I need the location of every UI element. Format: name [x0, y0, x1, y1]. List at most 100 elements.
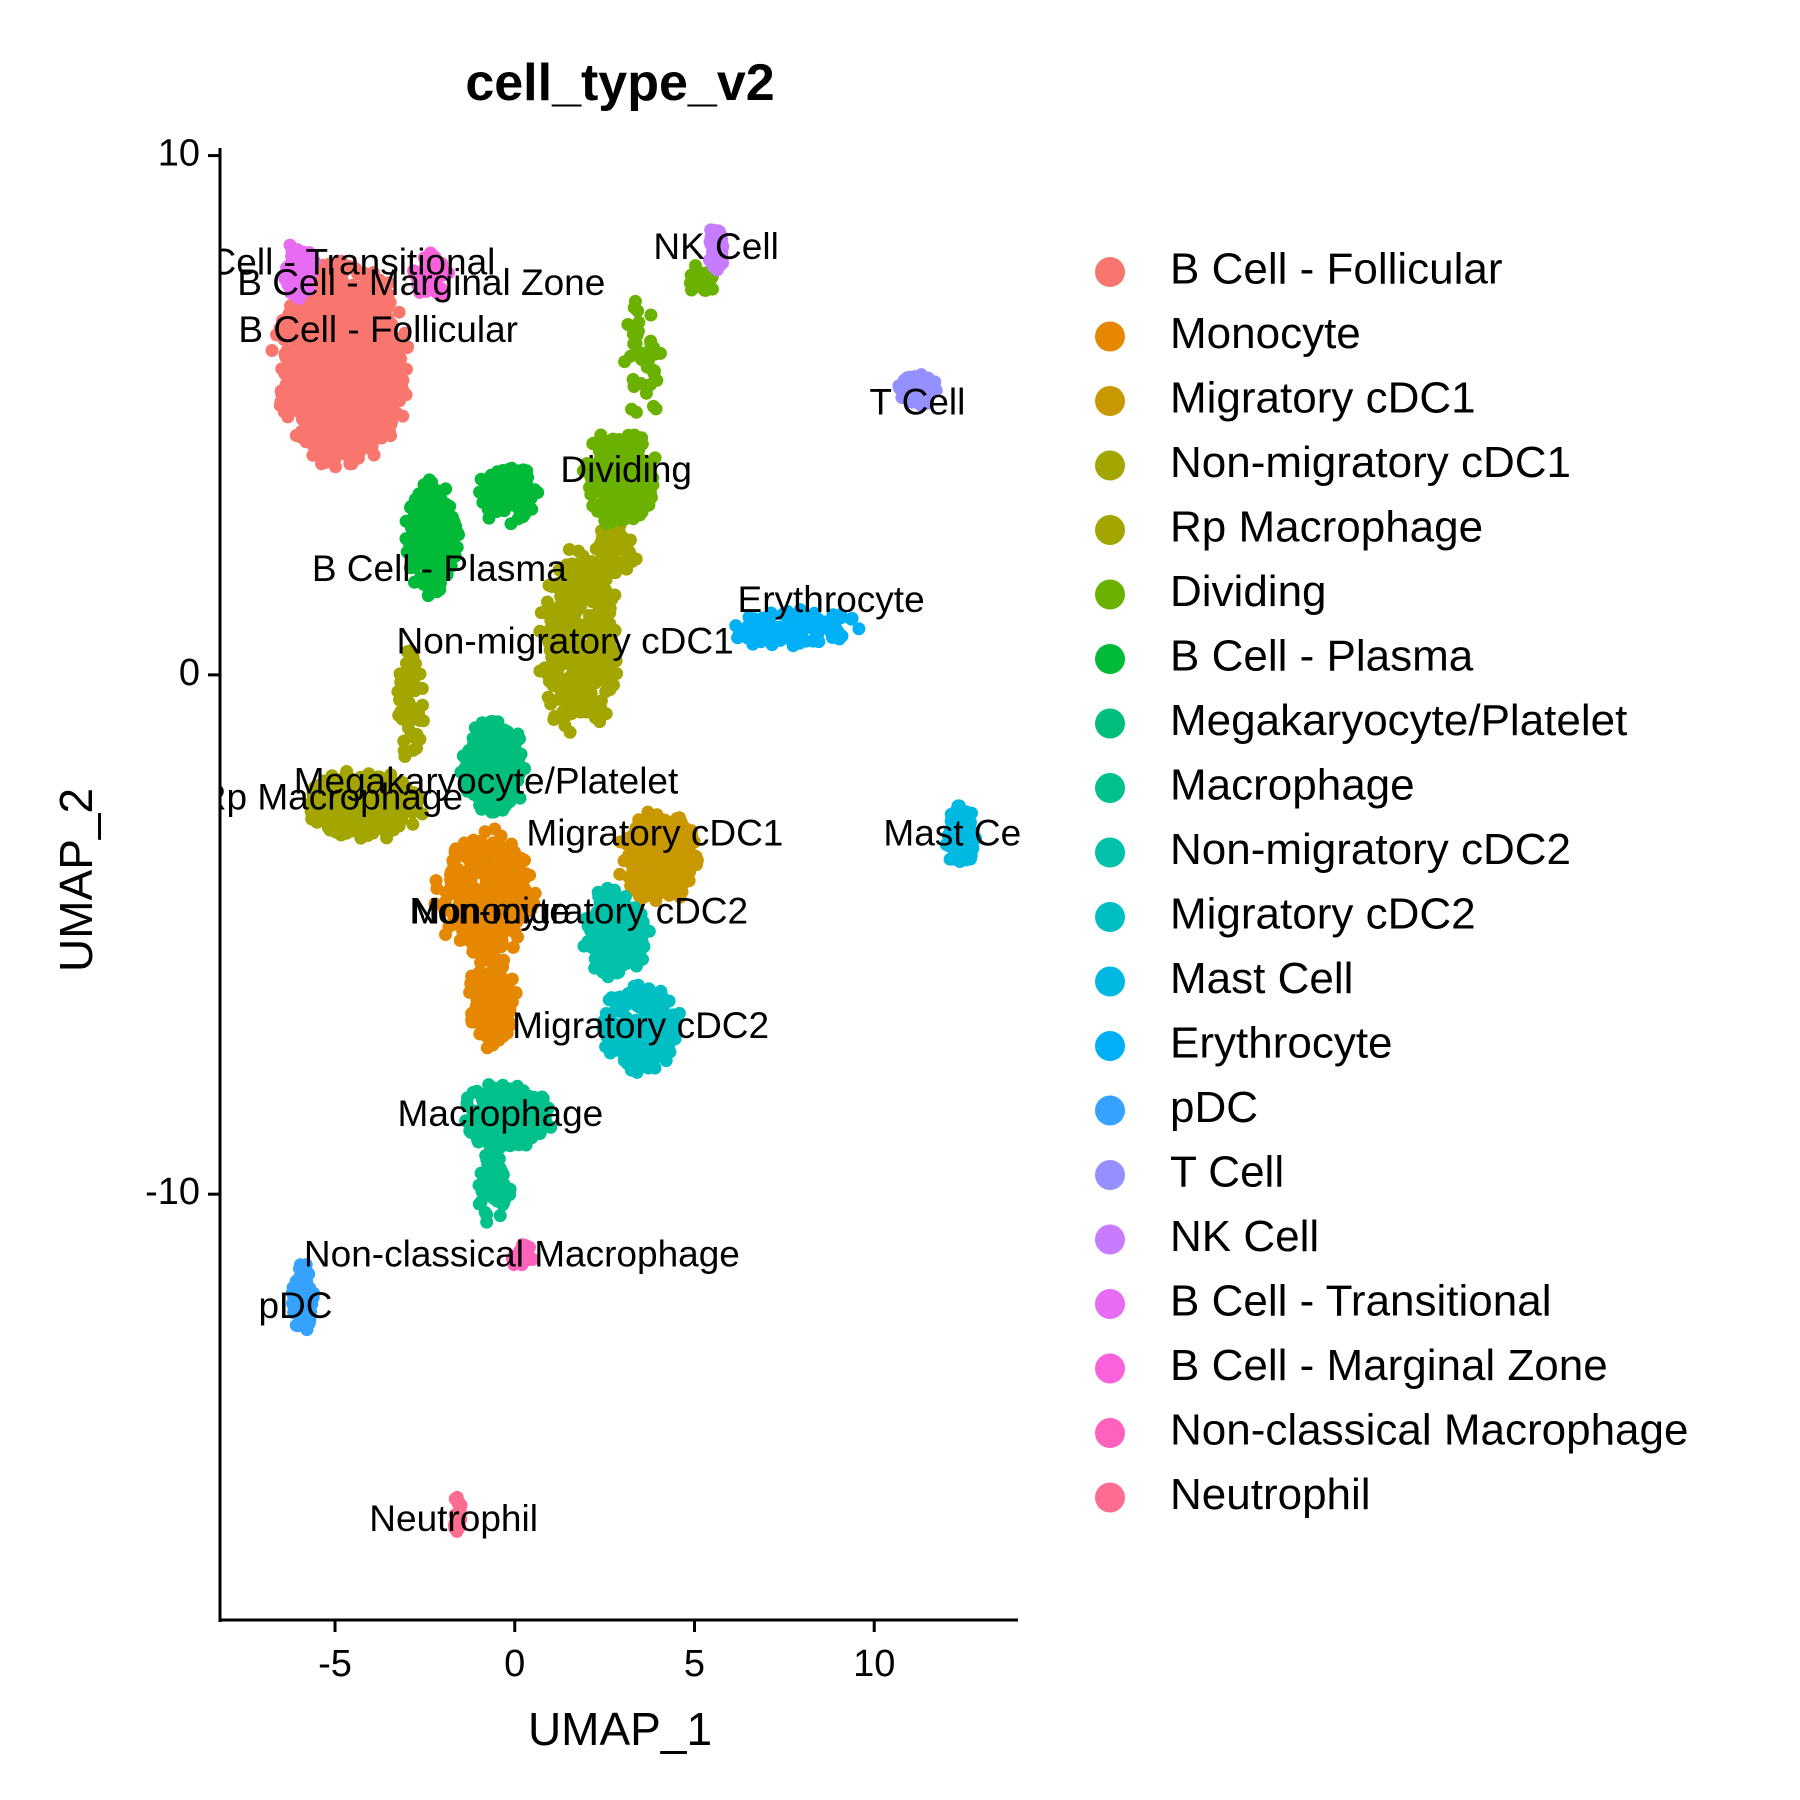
legend-item-rp-macrophage: Rp Macrophage — [1095, 503, 1483, 552]
legend-label: Non-classical Macrophage — [1170, 1406, 1688, 1455]
data-point — [580, 938, 594, 952]
cluster-label-pdc: pDC — [258, 1285, 332, 1326]
legend-item-nk-cell: NK Cell — [1095, 1212, 1319, 1261]
cluster-label-mast-cell: Mast Cell — [883, 813, 1037, 854]
data-point — [615, 530, 629, 544]
data-point — [578, 566, 592, 580]
data-point — [459, 894, 473, 908]
data-point — [541, 690, 555, 704]
legend-item-megakaryocyte-platelet: Megakaryocyte/Platelet — [1095, 696, 1627, 745]
data-point — [476, 900, 490, 914]
data-point — [348, 303, 362, 317]
data-point — [391, 341, 405, 355]
legend-item-migratory-cdc2: Migratory cDC2 — [1095, 890, 1476, 939]
cluster-label-migratory-cdc2: Migratory cDC2 — [512, 1005, 769, 1046]
data-point — [472, 1178, 486, 1192]
legend-label: B Cell - Transitional — [1170, 1277, 1551, 1326]
cluster-label-megakaryocyte-platelet: Megakaryocyte/Platelet — [294, 761, 679, 802]
data-point — [346, 824, 360, 838]
y-tick-label: 10 — [158, 133, 200, 175]
legend-item-non-classical-macrophage: Non-classical Macrophage — [1095, 1406, 1688, 1455]
legend-item-non-migratory-cdc2: Non-migratory cDC2 — [1095, 825, 1571, 874]
data-point — [486, 481, 500, 495]
legend-label: B Cell - Marginal Zone — [1170, 1341, 1608, 1390]
data-point — [359, 384, 373, 398]
data-point — [357, 266, 371, 280]
legend-key — [1095, 515, 1125, 545]
data-point — [495, 1003, 509, 1016]
data-point — [306, 364, 320, 378]
x-tick-label: -5 — [318, 1643, 352, 1685]
data-point — [595, 550, 609, 564]
legend-key — [1095, 1224, 1125, 1255]
data-point — [275, 362, 289, 376]
data-point — [488, 1018, 502, 1032]
legend-item-macrophage: Macrophage — [1095, 761, 1415, 810]
data-point — [338, 446, 352, 459]
legend-label: Migratory cDC1 — [1170, 374, 1476, 423]
x-tick-label: 5 — [684, 1643, 705, 1685]
data-point — [270, 328, 283, 342]
data-point — [346, 260, 359, 274]
data-point — [359, 295, 373, 309]
data-point — [485, 872, 499, 885]
data-point — [408, 727, 422, 741]
chart-title: cell_type_v2 — [465, 54, 774, 112]
data-point — [331, 381, 345, 395]
points-layer — [265, 223, 982, 1538]
legend-label: pDC — [1170, 1083, 1258, 1132]
data-point — [384, 418, 398, 432]
data-point — [394, 352, 408, 366]
data-point — [291, 321, 305, 335]
data-point — [636, 861, 650, 875]
data-point — [674, 873, 688, 887]
legend-label: Non-migratory cDC2 — [1170, 825, 1571, 874]
data-point — [466, 1012, 480, 1026]
data-point — [512, 495, 526, 509]
data-point — [502, 740, 516, 754]
data-point — [283, 376, 297, 390]
legend-label: Non-migratory cDC1 — [1170, 438, 1571, 487]
data-point — [528, 886, 542, 900]
data-point — [366, 283, 380, 297]
cluster-label-neutrophil: Neutrophil — [369, 1498, 538, 1539]
data-point — [397, 362, 411, 376]
data-point — [480, 841, 494, 855]
data-point — [670, 860, 684, 874]
legend-label: B Cell - Plasma — [1170, 632, 1474, 681]
data-point — [647, 341, 661, 354]
data-point — [328, 460, 342, 474]
data-point — [563, 725, 577, 739]
legend-key — [1095, 1482, 1125, 1513]
legend-key — [1095, 644, 1125, 674]
data-point — [315, 457, 328, 471]
data-point — [430, 882, 444, 895]
data-point — [629, 337, 643, 351]
data-point — [613, 867, 627, 881]
data-point — [265, 344, 279, 357]
data-point — [439, 928, 452, 941]
legend-key — [1095, 708, 1125, 739]
data-point — [289, 429, 303, 442]
data-point — [624, 349, 637, 363]
data-point — [517, 872, 531, 886]
data-point — [490, 953, 504, 967]
data-point — [360, 357, 374, 371]
data-point — [621, 428, 635, 442]
data-point — [428, 897, 442, 911]
data-point — [354, 410, 368, 424]
data-point — [343, 401, 357, 415]
data-point — [406, 817, 420, 831]
data-point — [276, 314, 290, 327]
data-point — [323, 257, 337, 271]
data-point — [297, 401, 311, 414]
data-point — [640, 360, 654, 374]
legend-key — [1095, 257, 1125, 287]
legend-label: Migratory cDC2 — [1170, 890, 1476, 939]
legend-item-b-cell-plasma: B Cell - Plasma — [1095, 632, 1474, 681]
data-point — [461, 867, 475, 881]
data-point — [409, 679, 423, 693]
data-point — [507, 845, 521, 859]
legend-key — [1095, 966, 1125, 997]
